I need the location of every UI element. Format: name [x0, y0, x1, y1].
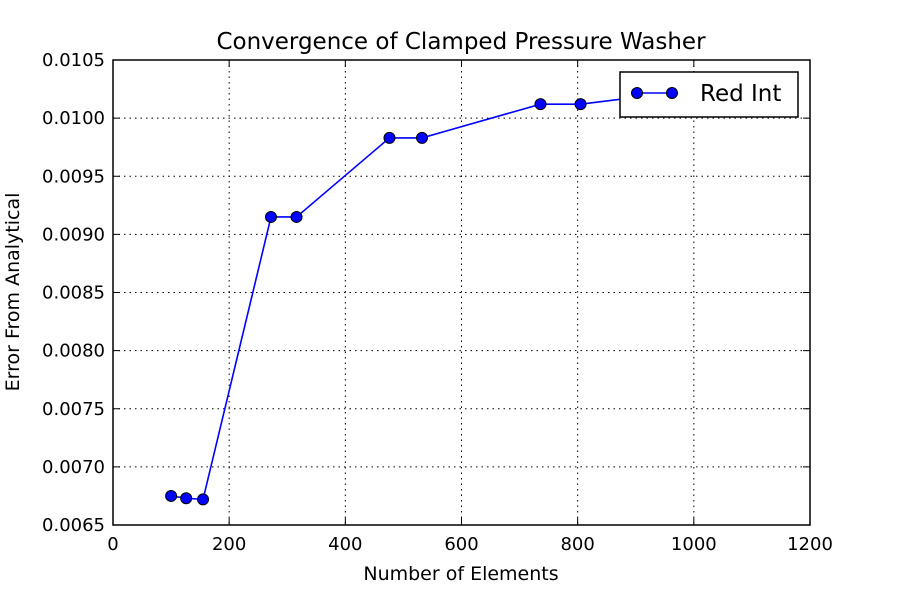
data-point — [384, 132, 395, 143]
y-tick-label: 0.0080 — [42, 341, 105, 362]
x-tick-label: 400 — [328, 534, 362, 555]
legend-marker — [632, 88, 643, 99]
y-tick-label: 0.0090 — [42, 224, 105, 245]
legend-label: Red Int — [700, 81, 781, 107]
y-tick-label: 0.0105 — [42, 50, 105, 71]
y-tick-label: 0.0070 — [42, 457, 105, 478]
data-point — [166, 490, 177, 501]
y-tick-label: 0.0100 — [42, 108, 105, 129]
x-tick-label: 1000 — [671, 534, 717, 555]
x-tick-label: 200 — [212, 534, 246, 555]
x-tick-label: 0 — [107, 534, 118, 555]
data-point — [535, 99, 546, 110]
x-tick-label: 600 — [444, 534, 478, 555]
data-point — [198, 494, 209, 505]
x-tick-label: 1200 — [787, 534, 833, 555]
legend: Red Int — [620, 72, 798, 117]
y-tick-label: 0.0075 — [42, 399, 105, 420]
legend-marker — [667, 88, 678, 99]
x-tick-label: 800 — [560, 534, 594, 555]
data-point — [181, 493, 192, 504]
chart-title: Convergence of Clamped Pressure Washer — [216, 29, 706, 55]
y-axis-title: Error From Analytical — [2, 193, 24, 392]
y-tick-label: 0.0065 — [42, 515, 105, 536]
x-axis-title: Number of Elements — [363, 563, 558, 585]
data-point — [575, 99, 586, 110]
data-point — [265, 211, 276, 222]
y-tick-label: 0.0095 — [42, 166, 105, 187]
y-tick-label: 0.0085 — [42, 283, 105, 304]
data-point — [291, 211, 302, 222]
data-point — [417, 132, 428, 143]
